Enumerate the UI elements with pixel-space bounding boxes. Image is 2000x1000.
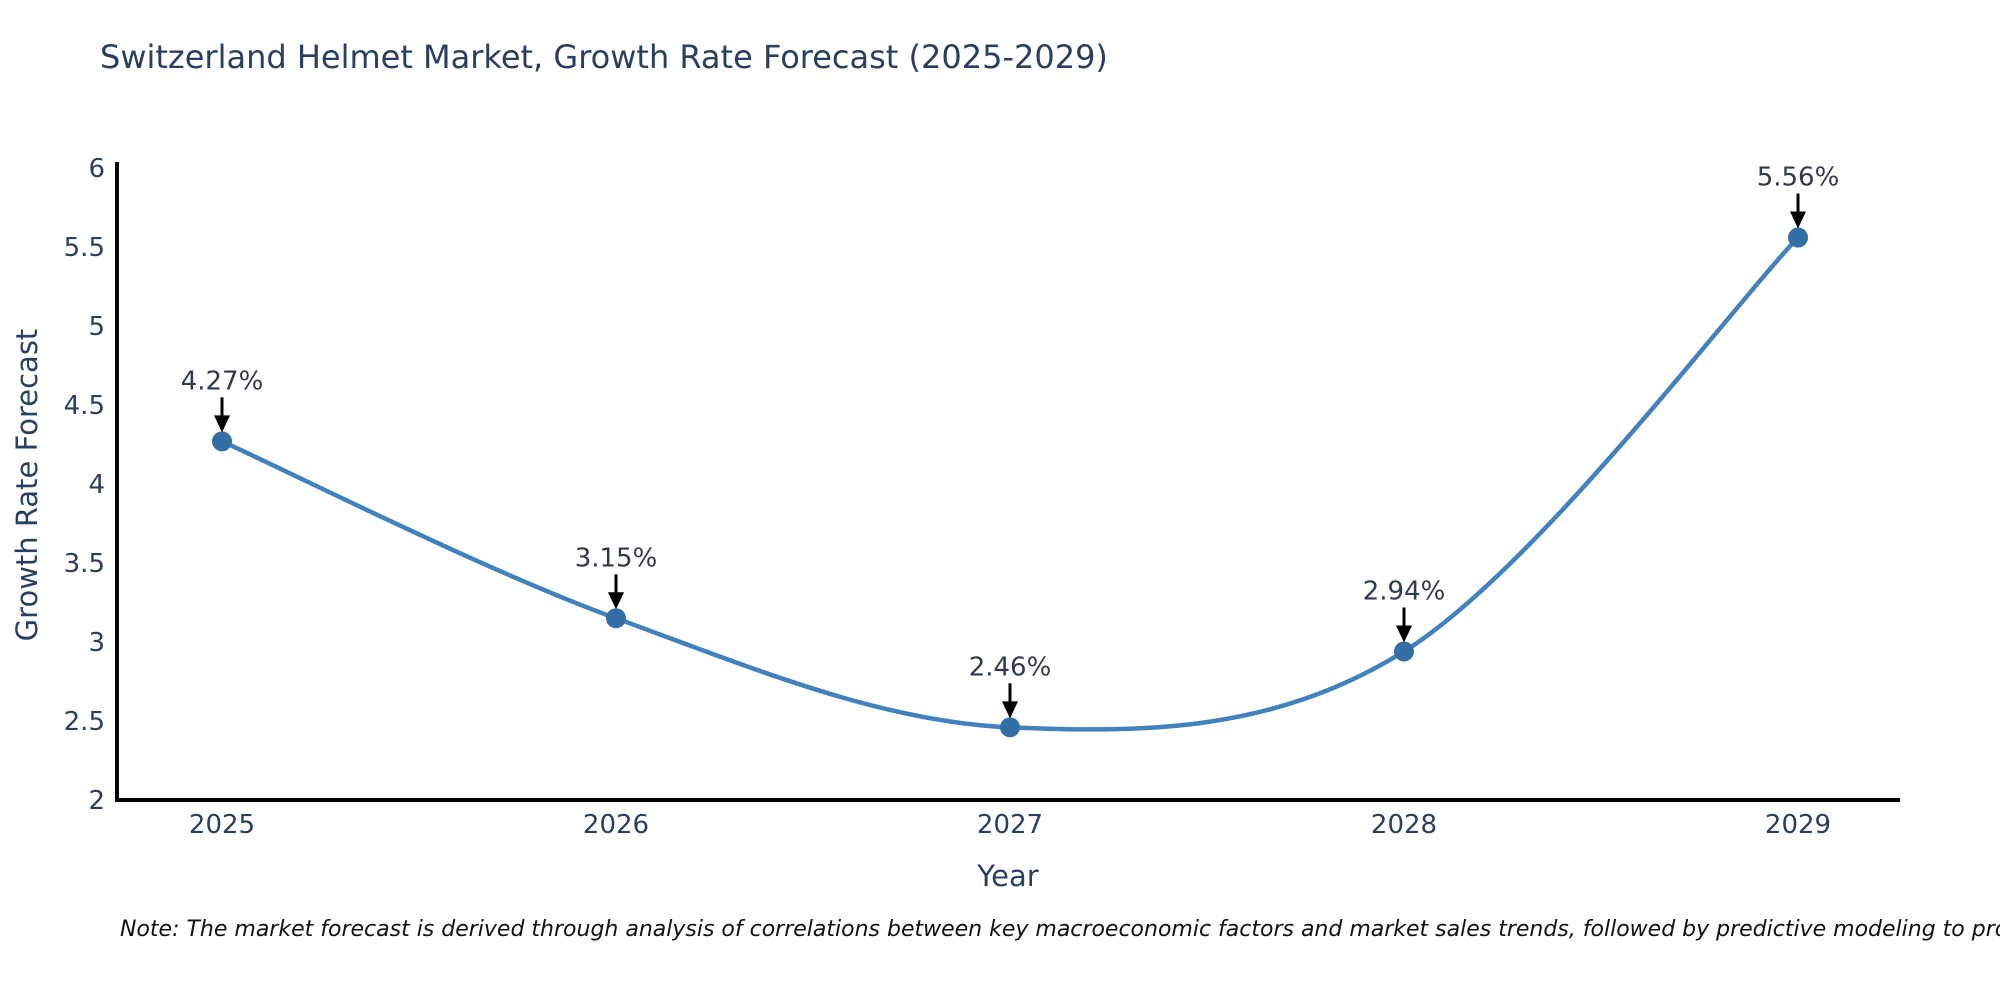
data-point[interactable] bbox=[606, 608, 626, 629]
data-point[interactable] bbox=[212, 431, 232, 452]
y-tick-label: 5.5 bbox=[64, 233, 105, 263]
data-point-label: 2.94% bbox=[1363, 576, 1446, 606]
annotation-arrowhead bbox=[1002, 701, 1018, 719]
data-point-label: 4.27% bbox=[181, 366, 264, 396]
footnote: Note: The market forecast is derived thr… bbox=[120, 917, 2000, 942]
y-tick-label: 6 bbox=[88, 154, 105, 184]
chart-title: Switzerland Helmet Market, Growth Rate F… bbox=[100, 38, 1108, 76]
y-tick-label: 3 bbox=[88, 628, 105, 658]
data-point[interactable] bbox=[1394, 641, 1414, 662]
forecast-line bbox=[219, 235, 1801, 732]
annotation-arrowhead bbox=[214, 415, 230, 433]
x-axis-title: Year bbox=[977, 859, 1039, 893]
annotation-arrowhead bbox=[1790, 211, 1806, 229]
x-tick-label: 2025 bbox=[189, 810, 255, 840]
y-tick-label: 5 bbox=[88, 312, 105, 342]
data-point-label: 2.46% bbox=[969, 652, 1052, 682]
data-point[interactable] bbox=[1788, 227, 1808, 248]
x-tick-label: 2029 bbox=[1765, 810, 1831, 840]
annotation-arrowhead bbox=[608, 592, 624, 610]
y-tick-label: 2.5 bbox=[64, 707, 105, 737]
data-point[interactable] bbox=[1000, 717, 1020, 738]
data-point-label: 3.15% bbox=[575, 543, 658, 573]
x-tick-label: 2028 bbox=[1371, 810, 1437, 840]
x-tick-label: 2026 bbox=[583, 810, 649, 840]
y-tick-label: 4 bbox=[88, 470, 105, 500]
y-tick-label: 4.5 bbox=[64, 391, 105, 421]
data-point-label: 5.56% bbox=[1757, 163, 1840, 193]
x-tick-label: 2027 bbox=[977, 810, 1043, 840]
annotation-arrowhead bbox=[1396, 625, 1412, 643]
y-tick-label: 2 bbox=[88, 786, 105, 816]
y-tick-label: 3.5 bbox=[64, 549, 105, 579]
